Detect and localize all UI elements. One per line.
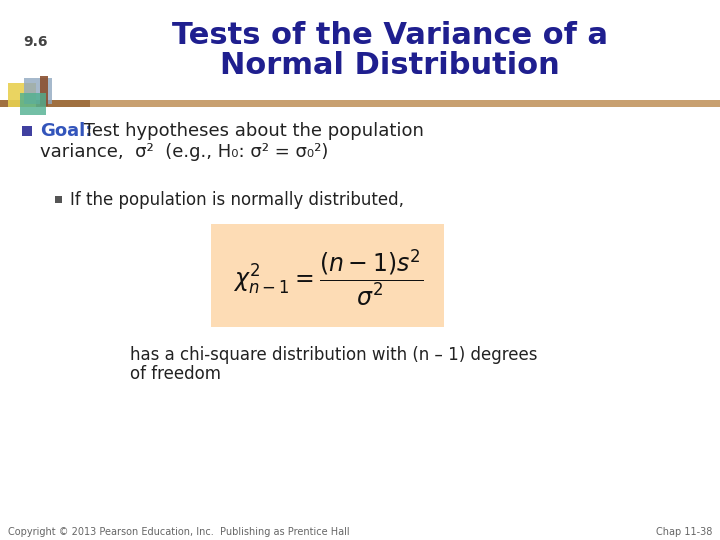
Bar <box>0 100 90 107</box>
Bar <box>0 100 85 107</box>
Bar <box>8 83 36 107</box>
Text: If the population is normally distributed,: If the population is normally distribute… <box>70 191 404 209</box>
Bar <box>20 93 46 115</box>
Bar <box>40 76 48 106</box>
Text: Tests of the Variance of a: Tests of the Variance of a <box>172 21 608 50</box>
Text: $\chi^2_{n-1} = \dfrac{(n-1)s^2}{\sigma^2}$: $\chi^2_{n-1} = \dfrac{(n-1)s^2}{\sigma^… <box>233 247 423 308</box>
Text: Normal Distribution: Normal Distribution <box>220 51 560 79</box>
Bar <box>0 100 720 107</box>
Text: 9.6: 9.6 <box>24 35 48 49</box>
Bar <box>24 78 52 104</box>
Text: Test hypotheses about the population: Test hypotheses about the population <box>78 122 424 140</box>
FancyBboxPatch shape <box>211 224 444 327</box>
Text: has a chi-square distribution with (n – 1) degrees: has a chi-square distribution with (n – … <box>130 346 538 364</box>
Text: variance,  σ²  (e.g., H₀: σ² = σ₀²): variance, σ² (e.g., H₀: σ² = σ₀²) <box>40 143 328 161</box>
Text: of freedom: of freedom <box>130 365 221 383</box>
Text: Chap 11-38: Chap 11-38 <box>656 527 712 537</box>
Text: Copyright © 2013 Pearson Education, Inc.  Publishing as Prentice Hall: Copyright © 2013 Pearson Education, Inc.… <box>8 527 350 537</box>
Text: Goal:: Goal: <box>40 122 92 140</box>
Bar <box>22 126 32 136</box>
Bar <box>55 196 62 203</box>
